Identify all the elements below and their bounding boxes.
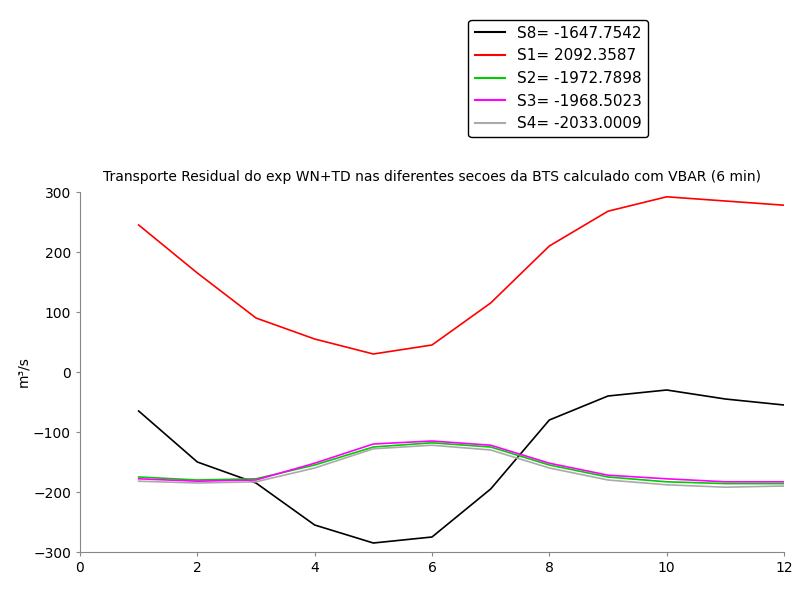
Legend: S8= -1647.7542, S1= 2092.3587, S2= -1972.7898, S3= -1968.5023, S4= -2033.0009: S8= -1647.7542, S1= 2092.3587, S2= -1972… — [469, 20, 648, 137]
Y-axis label: m³/s: m³/s — [16, 356, 30, 388]
Title: Transporte Residual do exp WN+TD nas diferentes secoes da BTS calculado com VBAR: Transporte Residual do exp WN+TD nas dif… — [103, 170, 761, 184]
